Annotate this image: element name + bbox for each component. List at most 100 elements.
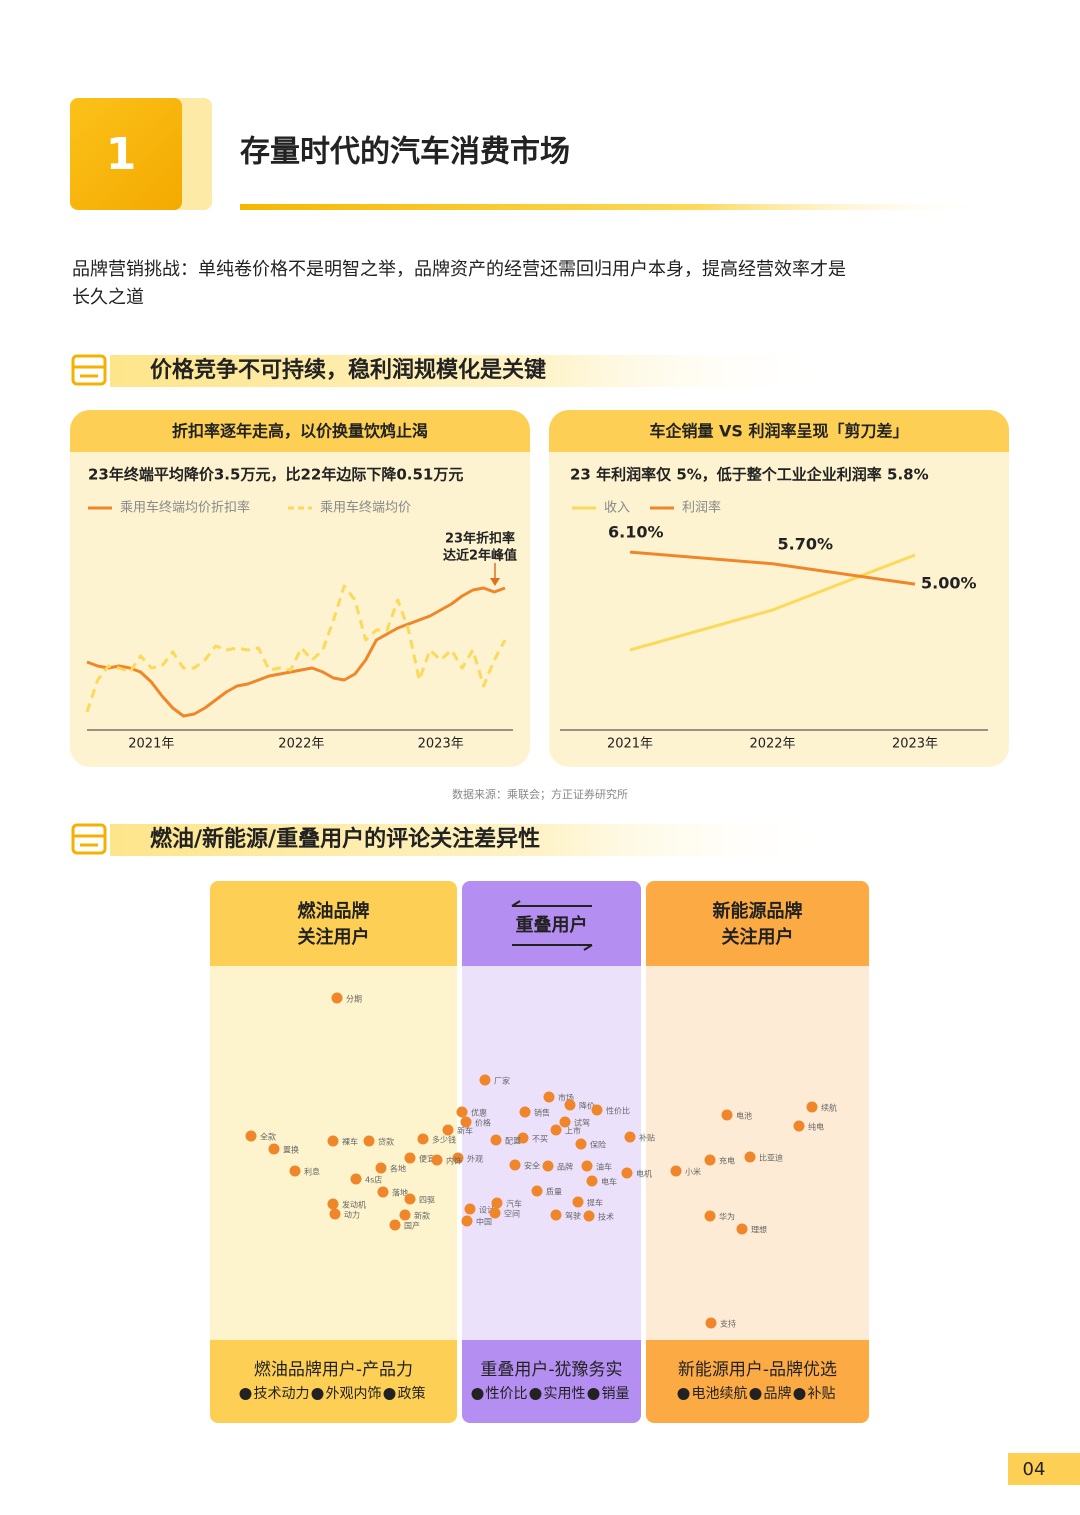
word-label: 内饰 (446, 1156, 462, 1166)
word-label: 多少钱 (432, 1135, 456, 1145)
chart-title: 折扣率逐年走高，以价换量饮鸩止渴 (172, 422, 428, 441)
word-label: 小米 (685, 1167, 701, 1177)
column-title: 新能源品牌 (713, 900, 803, 922)
word-label: 纯电 (808, 1122, 824, 1132)
word-label: 市场 (558, 1093, 574, 1103)
word-label: 新车 (457, 1126, 473, 1136)
word-dot (327, 1135, 339, 1147)
word-label: 支持 (720, 1319, 736, 1329)
word-label: 提车 (587, 1198, 603, 1208)
word-dot (670, 1165, 682, 1177)
word-label: 置换 (283, 1145, 299, 1155)
word-label: 新款 (414, 1211, 430, 1221)
header-number: 1 (106, 129, 137, 180)
word-label: 驾驶 (565, 1211, 581, 1221)
word-dot (417, 1133, 429, 1145)
word-label: 理想 (751, 1225, 767, 1235)
word-dot (721, 1109, 733, 1121)
word-dot (289, 1165, 301, 1177)
header-title: 存量时代的汽车消费市场 (240, 135, 570, 170)
word-dot (491, 1197, 503, 1209)
word-dot (461, 1215, 473, 1227)
word-label: 价格 (475, 1118, 491, 1128)
chart-header (70, 410, 530, 452)
word-label: 保险 (590, 1140, 606, 1150)
intro-line: 长久之道 (72, 287, 144, 308)
bullet (587, 1388, 600, 1400)
word-dot (389, 1219, 401, 1231)
bullet (239, 1388, 252, 1400)
word-dot (744, 1151, 756, 1163)
column-title: 关注用户 (298, 926, 370, 948)
word-label: 便宜 (419, 1154, 435, 1164)
word-dot (624, 1131, 636, 1143)
bullet (311, 1388, 324, 1400)
series-line (86, 586, 506, 718)
column-point: 补贴 (808, 1386, 836, 1402)
chart-subtitle: 23 年利润率仅 5%，低于整个工业企业利润率 5.8% (570, 466, 929, 484)
legend-label: 收入 (604, 501, 630, 516)
word-dot (399, 1209, 411, 1221)
word-dot (575, 1138, 587, 1150)
word-dot (793, 1120, 805, 1132)
column-footer: 重叠用户-犹豫务实 (480, 1360, 622, 1380)
word-dot (704, 1154, 716, 1166)
column-point: 实用性 (544, 1386, 586, 1402)
column-point: 技术动力 (254, 1386, 310, 1402)
word-dot (442, 1124, 454, 1136)
section-icon (71, 354, 107, 386)
word-label: 外观 (467, 1154, 483, 1164)
word-label: 比亚迪 (759, 1153, 783, 1163)
word-dot (327, 1198, 339, 1210)
column-title: 重叠用户 (516, 914, 588, 936)
bullet (471, 1388, 484, 1400)
chart-subtitle: 23年终端平均降价3.5万元，比22年边际下降0.51万元 (88, 466, 463, 484)
word-dot (245, 1130, 257, 1142)
word-label: 配置 (505, 1137, 521, 1146)
word-dot (583, 1210, 595, 1222)
word-label: 华为 (719, 1212, 735, 1222)
word-dot (404, 1152, 416, 1164)
word-dot (350, 1173, 362, 1185)
word-dot (581, 1160, 593, 1172)
word-label: 利息 (304, 1167, 320, 1177)
word-label: 贷款 (378, 1137, 394, 1147)
legend-label: 乘用车终端均价 (320, 500, 411, 516)
section-title: 价格竞争不可持续，稳利润规模化是关键 (150, 357, 546, 383)
column-footer: 新能源用户-品牌优选 (678, 1360, 837, 1380)
series-line (85, 584, 507, 713)
word-dot (564, 1099, 576, 1111)
x-tick-label: 2023年 (892, 737, 938, 752)
annotation: 23年折扣率 (445, 531, 515, 547)
chart-header (549, 410, 1009, 452)
word-dot (550, 1209, 562, 1221)
word-dot (517, 1132, 529, 1144)
word-label: 电池 (736, 1111, 752, 1121)
chart-title: 车企销量 VS 利润率呈现「剪刀差」 (649, 422, 908, 441)
word-dot (591, 1104, 603, 1116)
intro-line: 品牌营销挑战：单纯卷价格不是明智之举，品牌资产的经营还需回归用户本身，提高经营效… (72, 259, 846, 280)
word-label: 中国 (476, 1217, 492, 1227)
series-line (629, 553, 916, 652)
page-number-box (1008, 1453, 1080, 1485)
word-label: 动力 (344, 1210, 360, 1220)
word-label: 销售 (534, 1108, 550, 1118)
data-label: 5.00% (921, 574, 977, 593)
legend-label: 利润率 (682, 500, 721, 516)
word-dot (377, 1186, 389, 1198)
column-body (646, 966, 869, 1340)
word-label: 各地 (390, 1164, 406, 1174)
word-label: 续航 (821, 1103, 837, 1113)
word-dot (586, 1175, 598, 1187)
header-square (70, 98, 182, 210)
bullet (383, 1388, 396, 1400)
word-dot (704, 1210, 716, 1222)
source: 数据来源：乘联会；方正证券研究所 (452, 787, 628, 801)
word-dot (542, 1160, 554, 1172)
chart-panel (70, 410, 530, 767)
word-label: 裸车 (342, 1137, 358, 1147)
annotation-arrowhead (490, 578, 500, 586)
x-tick-label: 2021年 (128, 737, 174, 752)
series-line (629, 550, 916, 586)
word-dot (460, 1116, 472, 1128)
